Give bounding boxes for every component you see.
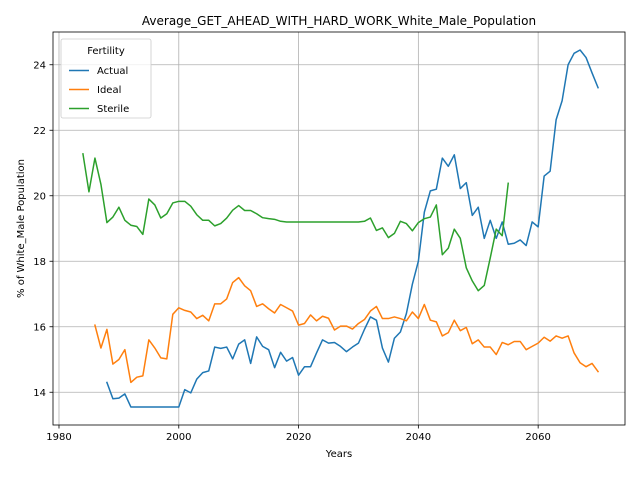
series-line-sterile [82, 152, 510, 292]
legend-label: Ideal [97, 85, 121, 96]
x-tick-label: 2020 [286, 432, 311, 443]
x-axis-label: Years [325, 449, 352, 460]
series-layer [82, 49, 600, 408]
y-tick-label: 24 [33, 60, 46, 71]
x-tick-label: 1980 [46, 432, 71, 443]
series-line-actual [105, 49, 600, 408]
grid [53, 32, 625, 425]
y-tick-label: 16 [33, 322, 46, 333]
y-tick-label: 22 [33, 126, 46, 137]
y-axis: 14 16 18 20 22 24 [33, 60, 53, 399]
plot-frame [52, 31, 626, 426]
legend-items: Actual Ideal Sterile [69, 66, 129, 115]
y-tick-label: 18 [33, 257, 46, 268]
chart-title: Average_GET_AHEAD_WITH_HARD_WORK_White_M… [142, 14, 536, 28]
legend-title: Fertility [87, 46, 125, 57]
x-axis: 1980 2000 2020 2040 2060 [46, 425, 551, 443]
y-tick-label: 14 [33, 388, 46, 399]
y-axis-label: % of White_Male Population [16, 159, 27, 298]
series-line-ideal [94, 276, 600, 384]
x-tick-label: 2040 [406, 432, 431, 443]
legend-label: Sterile [97, 104, 129, 115]
x-tick-label: 2000 [166, 432, 191, 443]
legend: Fertility Actual Ideal Sterile [60, 38, 152, 119]
y-tick-label: 20 [33, 191, 46, 202]
legend-box [60, 38, 152, 119]
x-tick-label: 2060 [525, 432, 550, 443]
legend-label: Actual [97, 66, 128, 77]
